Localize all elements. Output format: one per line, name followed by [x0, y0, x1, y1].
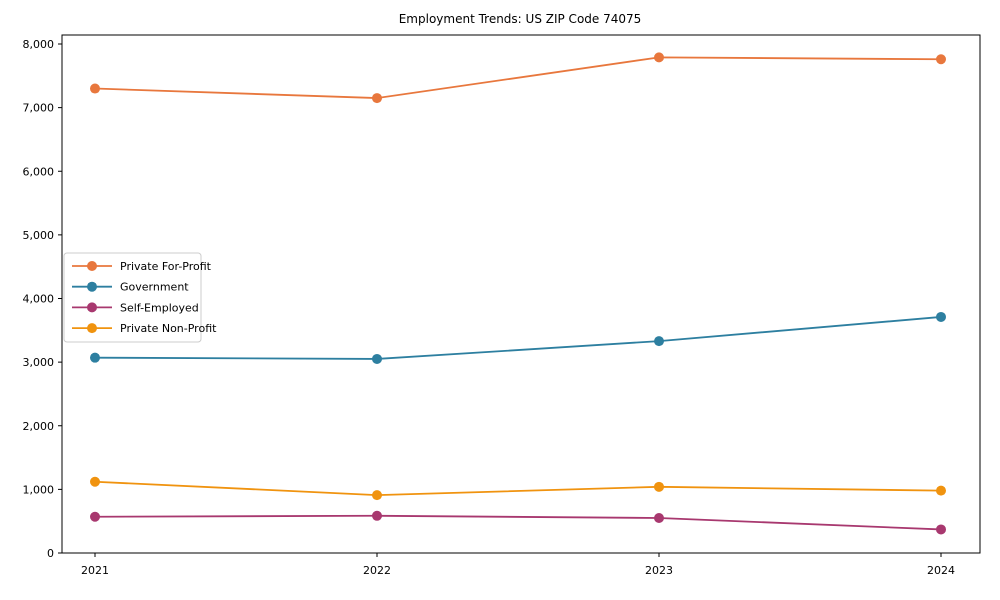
data-point	[90, 83, 100, 94]
y-tick-label: 8,000	[23, 38, 55, 51]
data-point	[654, 52, 664, 63]
x-tick-label: 2021	[81, 564, 109, 577]
y-tick-label: 6,000	[23, 165, 55, 178]
legend-marker	[87, 281, 97, 292]
data-point	[936, 311, 946, 322]
data-point	[372, 490, 382, 501]
y-tick-label: 4,000	[23, 293, 55, 306]
legend-label: Government	[120, 281, 189, 294]
legend-marker	[87, 261, 97, 271]
legend-label: Private For-Profit	[120, 260, 212, 273]
data-point	[654, 336, 664, 347]
legend: Private For-Profit Government Self-Employe…	[63, 252, 217, 343]
x-tick-label: 2023	[645, 564, 673, 577]
data-point	[654, 481, 664, 492]
y-tick-label: 1,000	[23, 483, 55, 496]
data-point	[372, 353, 382, 364]
chart-title: Employment Trends: US ZIP Code 74075	[399, 12, 642, 26]
series-line-3	[94, 480, 942, 497]
data-point	[90, 511, 100, 522]
data-point	[936, 54, 946, 65]
data-point	[90, 476, 100, 487]
y-tick-label: 2,000	[23, 420, 55, 433]
plot-area: 0 1,000 2,000 3,000 4,000 5,000 6,000 7,000 8,00…	[23, 34, 981, 577]
data-point	[372, 93, 382, 104]
data-point	[372, 510, 382, 521]
series-line-1	[94, 316, 942, 360]
x-tick-label: 2022	[363, 564, 391, 577]
series-line-2	[94, 514, 942, 531]
data-point	[936, 485, 946, 496]
legend-label: Self-Employed	[120, 301, 199, 314]
data-point	[936, 524, 946, 535]
y-tick-label: 0	[47, 547, 54, 560]
legend-marker	[87, 302, 97, 313]
y-tick-label: 7,000	[23, 102, 55, 115]
data-point	[90, 352, 100, 363]
y-tick-label: 5,000	[23, 229, 55, 242]
series-line-0	[94, 56, 942, 99]
x-tick-label: 2024	[927, 564, 955, 577]
legend-box	[63, 252, 202, 343]
data-point	[654, 513, 664, 524]
legend-label: Private Non-Profit	[120, 322, 217, 335]
legend-marker	[87, 323, 97, 334]
axes-spines	[61, 34, 981, 554]
y-tick-label: 3,000	[23, 356, 55, 369]
